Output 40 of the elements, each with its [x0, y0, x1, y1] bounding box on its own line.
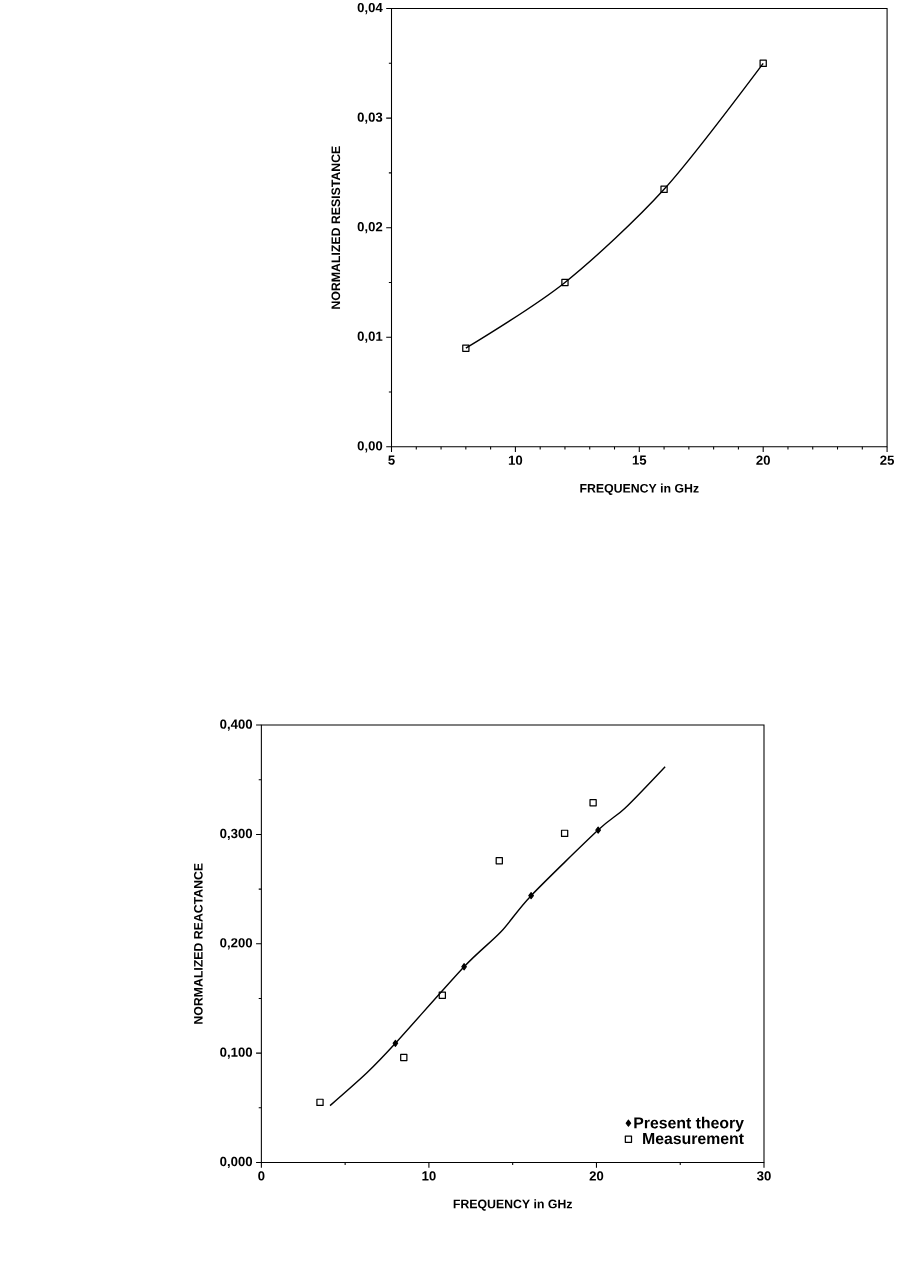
point [438, 991, 446, 999]
point [759, 59, 767, 68]
x-tick-label: 25 [880, 455, 894, 465]
point [461, 344, 470, 352]
y-tick-label: 0,400 [220, 719, 252, 731]
x-tick-label: 0 [258, 1171, 265, 1181]
y-tick-label: 0,100 [220, 1047, 252, 1059]
x-tick-label: 30 [756, 1171, 771, 1181]
x-tick-label: 10 [422, 1171, 436, 1181]
point [660, 185, 668, 194]
y-tick-label: 0,000 [220, 1156, 252, 1169]
point [528, 892, 534, 900]
x-tick-label: 20 [589, 1171, 604, 1181]
point [392, 1039, 399, 1047]
point [561, 278, 569, 287]
y-tick-label: 0,03 [357, 112, 383, 124]
x-axis-title: FREQUENCY in GHz [580, 483, 699, 495]
x-tick-label: 10 [508, 455, 523, 465]
point [595, 826, 601, 834]
legend-label: Measurement [642, 1133, 744, 1145]
y-tick-label: 0,02 [357, 222, 383, 234]
y-tick-label: 0,200 [220, 938, 252, 950]
y-tick-label: 0,01 [357, 331, 383, 343]
x-tick-label: 15 [632, 455, 647, 465]
point [560, 829, 569, 838]
legend-label: Present theory [634, 1116, 744, 1132]
line-series [329, 765, 666, 1107]
y-tick-label: 0,300 [220, 828, 252, 841]
y-axis-title: NORMALIZED RESISTANCE [331, 146, 340, 309]
point [461, 963, 467, 971]
point [495, 856, 503, 865]
y-axis-title: NORMALIZED REACTANCE [193, 863, 203, 1024]
x-tick-label: 5 [388, 455, 395, 465]
point [399, 1053, 408, 1062]
point [589, 799, 597, 807]
point [316, 1098, 324, 1107]
x-tick-label: 20 [756, 455, 770, 465]
y-tick-label: 0,04 [357, 2, 383, 15]
y-tick-label: 0,00 [357, 441, 383, 453]
x-axis-title: FREQUENCY in GHz [453, 1199, 572, 1211]
